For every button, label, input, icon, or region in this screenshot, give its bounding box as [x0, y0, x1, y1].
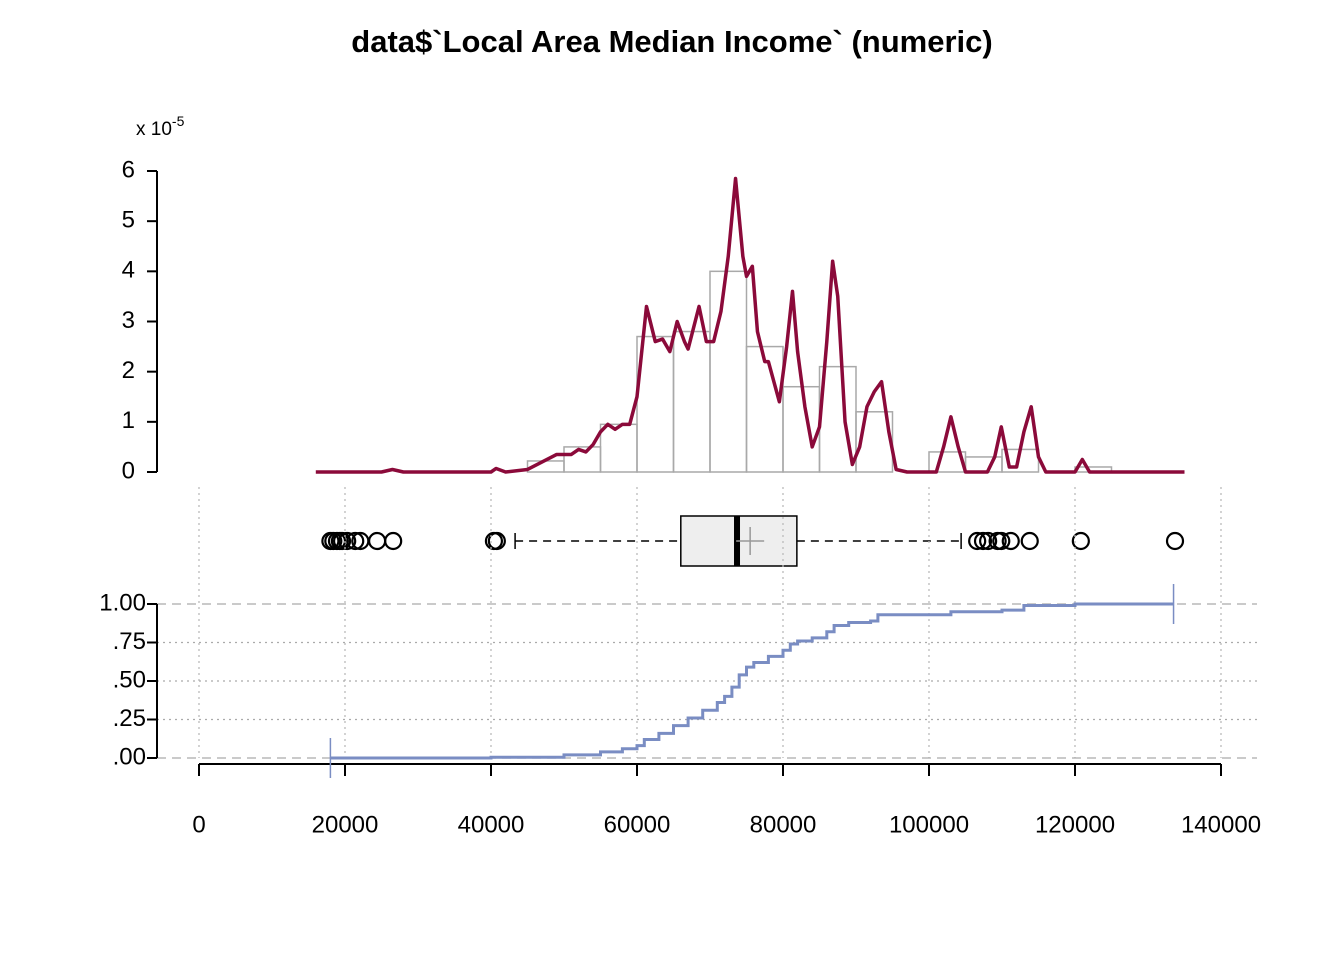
y-scale-label: x 10-5: [136, 113, 185, 140]
outlier: [992, 531, 1011, 551]
x-tick-label: 40000: [458, 811, 525, 838]
ecdf-line: [330, 602, 1174, 760]
chart-title: data$`Local Area Median Income` (numeric…: [351, 24, 992, 59]
outlier: [346, 531, 365, 551]
outlier: [1165, 531, 1185, 551]
y-tick-label: .50: [113, 666, 146, 693]
y-scale-exponent: -5: [172, 113, 185, 129]
x-tick-label: 60000: [604, 811, 671, 838]
outlier: [338, 531, 357, 551]
outlier: [979, 531, 998, 551]
outlier: [487, 531, 506, 551]
histogram-bar: [964, 456, 1003, 473]
histogram-bar: [599, 423, 638, 473]
y-tick-label: 4: [122, 257, 135, 284]
outlier: [1020, 531, 1039, 551]
y-tick-label: .75: [113, 628, 146, 655]
x-tick-label: 0: [192, 811, 205, 838]
mean: [736, 527, 765, 555]
x-tick-label: 80000: [750, 811, 817, 838]
x-tick-label: 140000: [1181, 811, 1261, 838]
y-scale-base: x 10: [136, 119, 172, 140]
y-tick-label: 2: [122, 357, 135, 384]
outlier: [973, 531, 993, 551]
outlier: [1071, 531, 1090, 551]
outlier: [1001, 531, 1020, 551]
histogram-bar: [745, 345, 784, 473]
y-tick-label: .00: [113, 743, 146, 770]
y-tick-label: 1: [122, 407, 135, 434]
y-tick-label: 3: [122, 307, 135, 334]
histogram-bar: [782, 385, 821, 473]
density-line: [315, 176, 1185, 474]
outlier: [968, 531, 987, 551]
x-tick-label: 20000: [312, 811, 379, 838]
outlier: [332, 531, 352, 551]
histogram-bar: [709, 270, 748, 473]
outlier: [384, 531, 403, 551]
histogram-bar: [672, 330, 711, 473]
y-tick-label: 6: [122, 156, 135, 183]
y-tick-label: 5: [122, 207, 135, 234]
x-tick-label: 120000: [1035, 811, 1115, 838]
y-tick-label: .25: [113, 705, 146, 732]
outlier: [368, 531, 387, 551]
y-tick-label: 0: [122, 457, 135, 484]
y-tick-label: 1.00: [99, 589, 146, 616]
x-tick-label: 100000: [889, 811, 969, 838]
